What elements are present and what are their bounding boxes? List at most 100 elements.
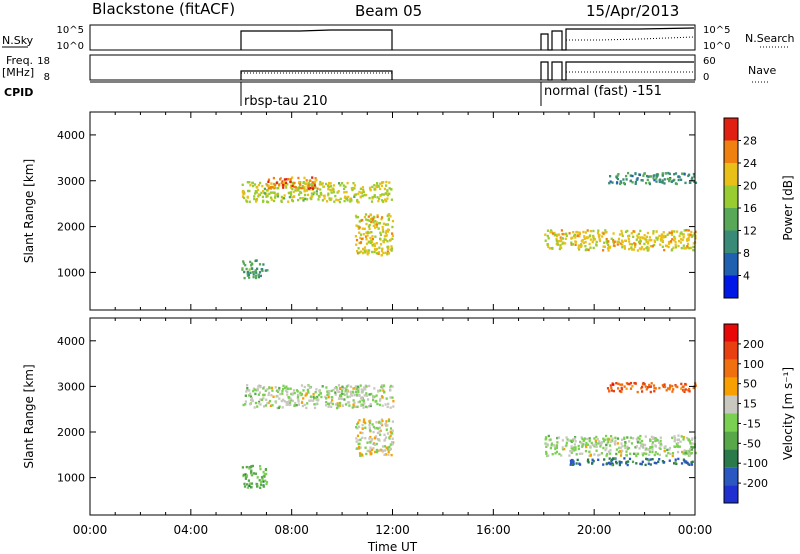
cpid-segment-1: rbsp-tau 210	[244, 94, 328, 109]
x-tick-label: 00:00	[73, 523, 108, 537]
velocity-colorbar-label: Velocity [m s⁻¹]	[781, 367, 795, 460]
velocity-panel: 1000 2000 3000 4000 Slant Range [km] 200 100 50…	[22, 317, 795, 516]
velocity-colorbar-swatch	[724, 449, 738, 468]
velocity-echo-region-6	[606, 381, 697, 394]
power-echo-region-1	[241, 180, 393, 204]
nsearch-label: N.Search	[745, 32, 795, 45]
velocity-echo-region-4	[544, 434, 697, 458]
velocity-colorbar: 200 100 50 15 -15 -50 -100 -200 Velocity [m s⁻¹]	[723, 323, 795, 504]
power-colorbar-tick: 12	[743, 225, 757, 238]
velocity-data-cells	[241, 381, 697, 489]
power-y-tick-label: 3000	[57, 175, 85, 188]
cpid-segment-2: normal (fast) -151	[544, 84, 662, 99]
velocity-y-tick-label: 3000	[57, 380, 85, 393]
power-colorbar-tick: 24	[743, 157, 757, 170]
nave-tick-low: 0	[703, 72, 709, 83]
nave-label: Nave	[748, 64, 776, 77]
velocity-colorbar-swatch	[724, 467, 738, 486]
power-echo-region-4	[241, 259, 269, 280]
x-tick-label: 20:00	[577, 523, 612, 537]
x-tick-label: 00:00	[678, 523, 713, 537]
velocity-colorbar-tick: -200	[743, 477, 768, 490]
nsearch-tick-low: 10^0	[703, 41, 730, 52]
power-panel: 1000 2000 3000 4000 Slant Range [km] 28 24 20 16…	[22, 111, 795, 311]
power-colorbar-swatch	[724, 253, 738, 276]
nsky-tick-high: 10^5	[57, 25, 84, 36]
velocity-colorbar-tick: -50	[743, 437, 761, 450]
power-echo-region-2	[266, 176, 319, 190]
power-colorbar-swatch	[724, 118, 738, 141]
velocity-colorbar-swatch	[724, 485, 738, 503]
freq-trace-night	[540, 61, 694, 81]
x-tick-label: 12:00	[375, 523, 410, 537]
power-y-tick-label: 4000	[57, 129, 85, 142]
power-data-cells	[241, 171, 698, 280]
velocity-colorbar-swatch	[724, 413, 738, 432]
cpid-strip: CPID rbsp-tau 210 normal (fast) -151	[4, 81, 695, 109]
velocity-y-tick-label: 2000	[57, 426, 85, 439]
freq-unit: [MHz]	[2, 66, 34, 79]
power-colorbar-swatch	[724, 230, 738, 253]
nsky-strip: N.Sky 10^5 10^0 10^5 10^0 N.Search	[2, 24, 795, 52]
velocity-colorbar-swatch	[724, 431, 738, 450]
power-colorbar-swatch	[724, 163, 738, 186]
freq-label: Freq.	[6, 54, 33, 67]
power-colorbar-label: Power [dB]	[781, 175, 795, 240]
x-tick-label: 04:00	[174, 523, 209, 537]
velocity-colorbar-tick: 100	[743, 358, 764, 371]
cpid-label: CPID	[4, 86, 33, 99]
velocity-colorbar-swatch	[724, 341, 738, 360]
velocity-colorbar-tick: 50	[743, 378, 757, 391]
freq-trace	[240, 70, 393, 80]
freq-tick-low: 8	[44, 72, 50, 83]
time-axis: 00:00 04:00 08:00 12:00 16:00 20:00 00:00 Time …	[73, 523, 713, 554]
velocity-y-tick-label: 4000	[57, 335, 85, 348]
x-tick-label: 08:00	[274, 523, 309, 537]
beam-label: Beam 05	[355, 2, 422, 20]
power-y-axis-label: Slant Range [km]	[22, 159, 36, 263]
power-colorbar-swatch	[724, 208, 738, 231]
power-y-tick-label: 2000	[57, 221, 85, 234]
power-echo-region-5	[544, 228, 697, 252]
velocity-colorbar-swatch	[724, 359, 738, 378]
velocity-echo-region-5	[569, 457, 694, 467]
nsky-tick-low: 10^0	[57, 41, 84, 52]
power-frame	[89, 111, 696, 311]
power-colorbar-swatch	[724, 275, 738, 298]
velocity-echo-region-1	[242, 384, 395, 410]
velocity-echo-region-2	[355, 418, 395, 457]
nsky-trace	[240, 29, 393, 50]
velocity-colorbar-tick: 200	[743, 338, 764, 351]
power-colorbar-tick: 28	[743, 135, 757, 148]
velocity-echo-region-3	[241, 464, 269, 489]
power-colorbar-tick: 16	[743, 202, 757, 215]
nsearch-trace	[566, 36, 695, 41]
power-colorbar: 28 24 20 16 12 8 4 Power [dB]	[723, 117, 795, 299]
velocity-colorbar-swatch	[724, 395, 738, 414]
date-label: 15/Apr/2013	[586, 2, 679, 20]
x-axis-label: Time UT	[367, 540, 418, 554]
velocity-colorbar-tick: 15	[743, 398, 757, 411]
nsky-trace-night	[540, 27, 695, 51]
freq-strip: Freq. [MHz] 18 8 60 0 Nave	[2, 54, 776, 83]
velocity-colorbar-swatch	[724, 324, 738, 342]
power-colorbar-tick: 20	[743, 180, 757, 193]
velocity-colorbar-swatch	[724, 377, 738, 396]
velocity-colorbar-tick: -100	[743, 457, 768, 470]
power-colorbar-swatch	[724, 140, 738, 163]
nave-tick-high: 60	[703, 56, 716, 67]
station-title: Blackstone (fitACF)	[92, 0, 235, 18]
velocity-frame	[89, 317, 696, 516]
power-y-tick-label: 1000	[57, 266, 85, 279]
power-colorbar-swatch	[724, 185, 738, 208]
power-echo-region-3	[354, 213, 395, 257]
nsearch-tick-high: 10^5	[703, 25, 730, 36]
velocity-colorbar-tick: -15	[743, 417, 761, 430]
x-tick-label: 16:00	[476, 523, 511, 537]
power-colorbar-tick: 4	[743, 270, 750, 283]
power-colorbar-tick: 8	[743, 247, 750, 260]
velocity-y-tick-label: 1000	[57, 472, 85, 485]
power-echo-region-6	[608, 171, 698, 186]
freq-tick-high: 18	[37, 56, 50, 67]
